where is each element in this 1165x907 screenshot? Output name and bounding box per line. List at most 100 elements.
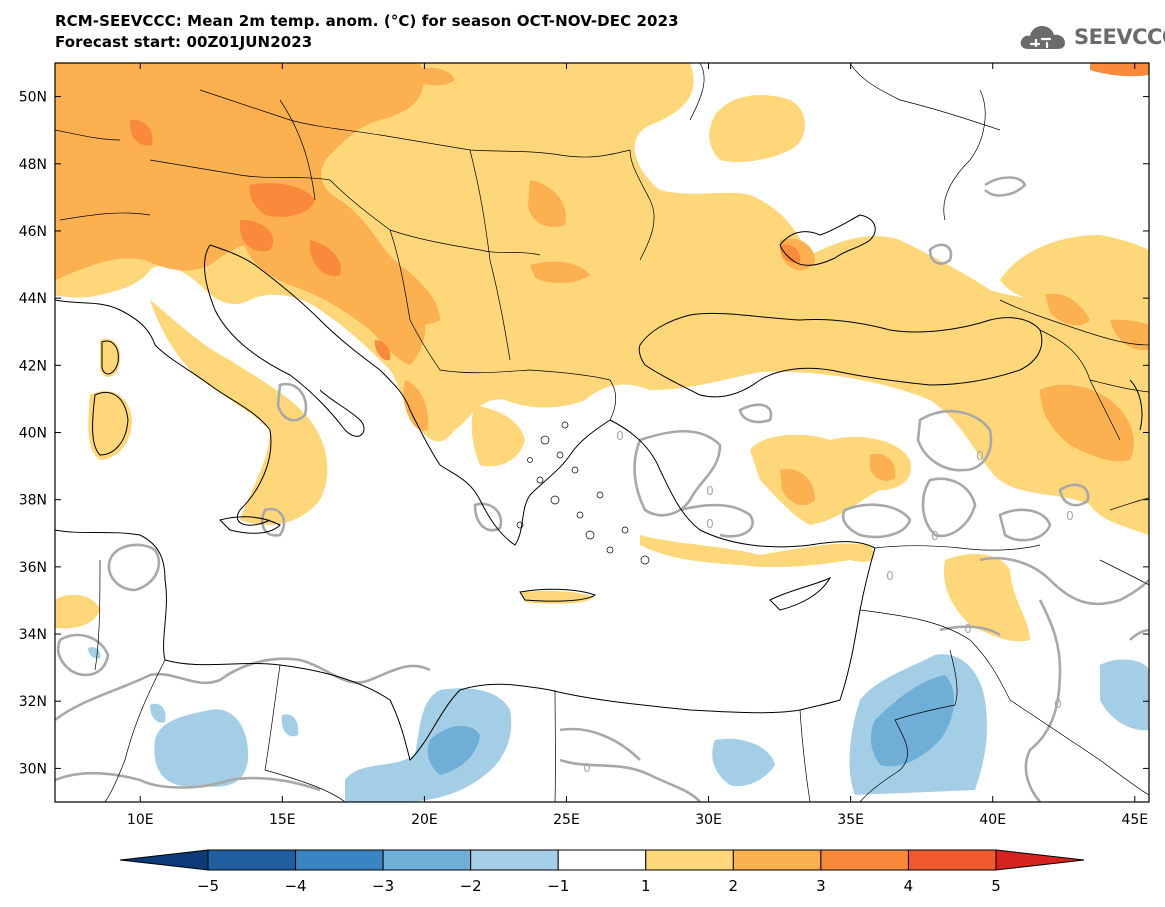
y-tick-label: 40N	[19, 426, 47, 442]
cold-field-2-3-jordan	[870, 675, 955, 767]
colorbar-label: −5	[197, 877, 219, 895]
coastline-italy-east	[204, 244, 365, 437]
zero-contour-line	[921, 477, 977, 538]
island-outline	[621, 526, 629, 534]
country-border	[1109, 497, 1149, 511]
y-axis: 30N 32N 34N 36N 38N 40N 42N 44N 46N 48N 50N	[19, 90, 1149, 777]
coastline-corsica	[101, 340, 119, 375]
cold-field-1-2-libya-west	[154, 709, 249, 787]
island-outline	[585, 530, 595, 540]
colorbar-label: −4	[284, 877, 306, 895]
anom-2-3-balkans	[240, 228, 426, 365]
anom-2-3-romania	[528, 180, 566, 228]
country-border	[149, 159, 331, 181]
seevccc-logo: SEEVCCC	[1018, 22, 1165, 52]
zero-contour-line	[928, 243, 953, 265]
colorbar-label: 2	[729, 877, 739, 895]
logo-text: SEEVCCC	[1074, 25, 1165, 49]
country-border	[439, 369, 611, 381]
island-outline	[576, 511, 584, 519]
island-outline	[571, 466, 579, 474]
country-border	[874, 544, 1041, 551]
anom-2-3-north	[410, 67, 455, 86]
country-border	[55, 129, 121, 141]
colorbar-label: −2	[460, 877, 482, 895]
y-tick-label: 44N	[19, 291, 47, 307]
zero-contour-line	[260, 507, 286, 537]
cold-field-1-2-tunisia	[150, 703, 166, 723]
coastlines	[55, 214, 1143, 761]
zero-contour-line	[679, 503, 754, 538]
y-tick-label: 46N	[19, 224, 47, 240]
zero-contour-line	[633, 429, 722, 517]
contour-label: 0	[1066, 509, 1074, 523]
y-tick-label: 34N	[19, 627, 47, 643]
anom-3-4-adriatic	[375, 340, 391, 361]
x-tick-label: 10E	[127, 812, 154, 828]
country-border	[264, 664, 346, 802]
contour-label: 0	[616, 429, 624, 443]
zero-contour-line	[55, 771, 321, 792]
cold-field-1-2-libya-mid	[281, 714, 299, 737]
colorbar-extend-low	[119, 849, 209, 871]
anom-2-3-east-2	[1110, 319, 1149, 351]
zero-contour-line	[984, 176, 1027, 197]
country-border	[279, 99, 316, 201]
contour-label: 0	[706, 517, 714, 531]
coastline-africa	[55, 529, 841, 761]
warm-field-1-2-europe	[55, 63, 1149, 535]
coastline-sardinia	[92, 391, 129, 456]
colorbar-extend-high	[995, 849, 1085, 871]
colorbar-segment	[907, 849, 997, 871]
country-border	[859, 649, 958, 802]
zero-contour-line	[1058, 483, 1090, 507]
coastline-greece	[439, 419, 611, 546]
coastline-adriatic	[209, 244, 441, 466]
island-outline	[596, 491, 604, 499]
zero-contour-line	[473, 502, 503, 532]
country-border	[1089, 379, 1149, 393]
map-title: RCM-SEEVCCC: Mean 2m temp. anom. (°C) fo…	[55, 12, 679, 30]
x-tick-label: 20E	[411, 812, 438, 828]
island-outline	[540, 435, 550, 445]
country-borders	[55, 63, 1149, 802]
anom-2-3-anatolia	[780, 469, 815, 506]
country-border	[329, 179, 541, 256]
colorbar-label: 5	[991, 877, 1001, 895]
country-border	[859, 609, 1011, 701]
anom-3-4-slovenia	[240, 220, 274, 252]
anom-3-4-croatia	[310, 240, 341, 276]
zero-contour-line	[1024, 599, 1062, 802]
coastline-cyprus	[769, 576, 832, 611]
colorbar-segment	[820, 849, 909, 871]
country-border	[104, 659, 166, 802]
colorbar-label: 4	[904, 877, 914, 895]
colorbar-segment	[470, 849, 559, 871]
zero-contour-line	[979, 556, 1149, 606]
cold-anomaly-fields	[88, 647, 1149, 802]
anom-2-3-greece-coast	[403, 380, 429, 431]
anom-2-3-east-1	[1045, 293, 1090, 326]
warm-field-1-2-greece	[471, 405, 525, 467]
x-tick-label: 30E	[695, 812, 722, 828]
anom-3-4-north	[1090, 63, 1149, 77]
cloud-icon	[1020, 26, 1065, 49]
country-border	[59, 212, 151, 221]
anom-3-4-west	[130, 119, 153, 146]
x-tick-label: 15E	[269, 812, 296, 828]
zero-contour-line	[738, 403, 773, 424]
island-outline	[527, 457, 533, 463]
island-outline	[556, 451, 564, 459]
country-border	[1099, 559, 1149, 586]
contour-label: 0	[931, 529, 939, 543]
contour-label: 0	[976, 449, 984, 463]
coastline-levant	[839, 547, 876, 701]
colorbar-segment	[382, 849, 472, 871]
anom-2-3-bulgaria	[530, 261, 590, 283]
y-tick-label: 42N	[19, 358, 47, 374]
contour-label: 0	[1054, 697, 1062, 711]
coastline-sicily	[219, 516, 281, 534]
anom-2-3-fields	[55, 63, 1149, 506]
x-tick-label: 45E	[1121, 812, 1148, 828]
